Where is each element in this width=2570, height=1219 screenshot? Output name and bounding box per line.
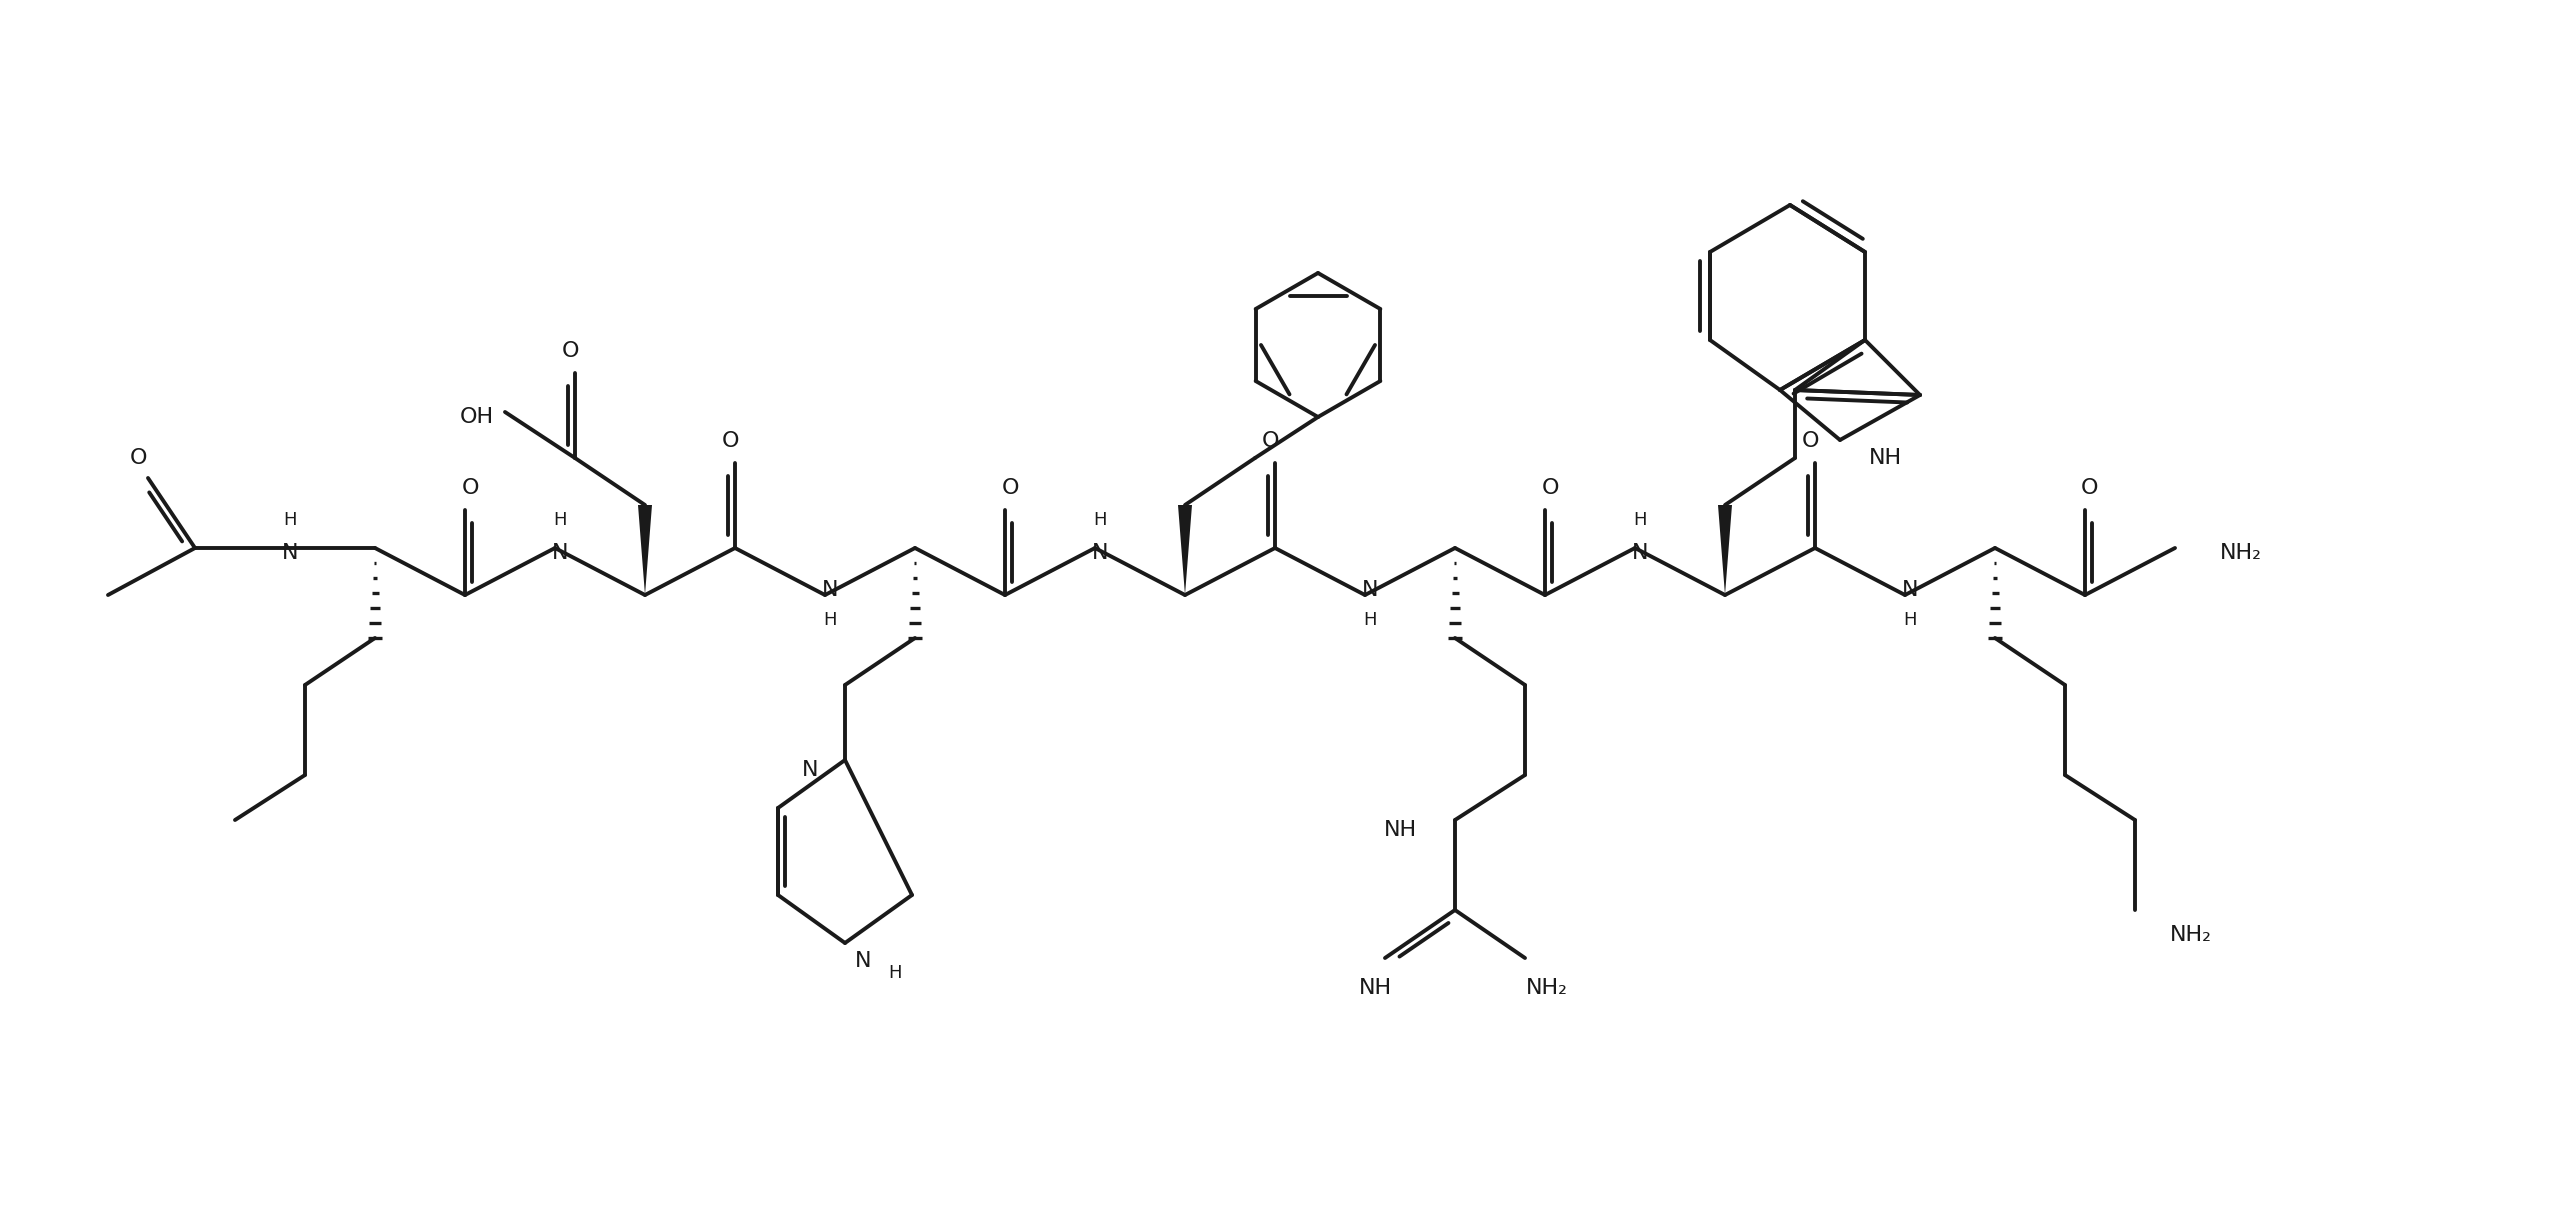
Text: O: O bbox=[1802, 432, 1820, 451]
Text: OH: OH bbox=[460, 407, 493, 427]
Text: N: N bbox=[283, 542, 298, 563]
Text: NH₂: NH₂ bbox=[2169, 925, 2213, 945]
Text: H: H bbox=[1092, 511, 1108, 529]
Text: H: H bbox=[283, 511, 296, 529]
Polygon shape bbox=[1717, 505, 1732, 595]
Text: NH: NH bbox=[1360, 978, 1390, 998]
Text: H: H bbox=[1362, 611, 1378, 629]
Text: H: H bbox=[822, 611, 838, 629]
Text: NH: NH bbox=[1868, 449, 1902, 468]
Text: O: O bbox=[128, 449, 146, 468]
Text: O: O bbox=[460, 478, 478, 499]
Text: H: H bbox=[1904, 611, 1917, 629]
Text: O: O bbox=[1002, 478, 1018, 499]
Polygon shape bbox=[637, 505, 653, 595]
Text: O: O bbox=[1542, 478, 1560, 499]
Text: O: O bbox=[1262, 432, 1280, 451]
Text: NH: NH bbox=[1383, 820, 1416, 840]
Text: O: O bbox=[722, 432, 738, 451]
Text: N: N bbox=[856, 951, 871, 972]
Text: NH₂: NH₂ bbox=[2220, 542, 2262, 563]
Text: O: O bbox=[2082, 478, 2100, 499]
Text: N: N bbox=[1902, 580, 1917, 600]
Text: H: H bbox=[1635, 511, 1647, 529]
Text: N: N bbox=[1362, 580, 1378, 600]
Polygon shape bbox=[1177, 505, 1192, 595]
Text: N: N bbox=[802, 759, 817, 780]
Text: H: H bbox=[889, 964, 902, 983]
Text: N: N bbox=[822, 580, 838, 600]
Text: O: O bbox=[560, 341, 578, 361]
Text: N: N bbox=[1632, 542, 1647, 563]
Text: N: N bbox=[1092, 542, 1108, 563]
Text: N: N bbox=[553, 542, 568, 563]
Text: H: H bbox=[553, 511, 568, 529]
Text: NH₂: NH₂ bbox=[1527, 978, 1568, 998]
